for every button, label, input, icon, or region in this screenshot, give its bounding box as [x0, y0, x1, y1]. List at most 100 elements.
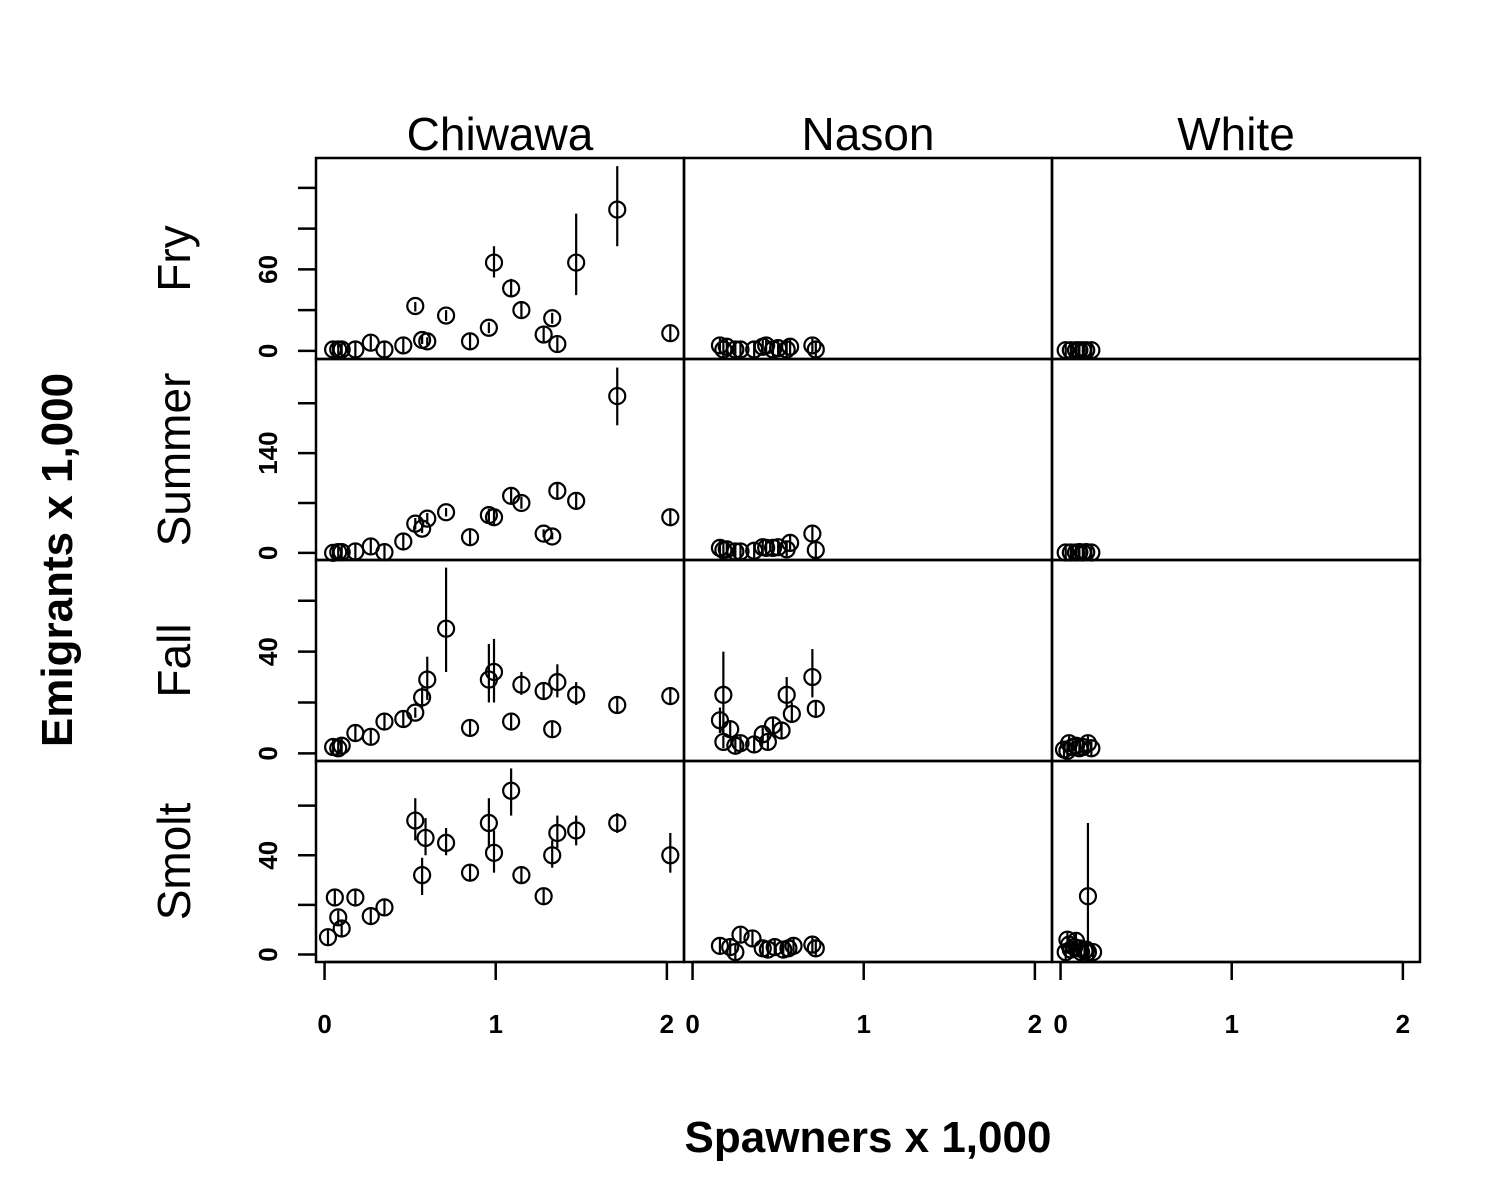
- data-point: [757, 538, 776, 557]
- data-point: [661, 508, 680, 527]
- y-tick-label: 0: [253, 344, 283, 358]
- data-point: [661, 846, 680, 865]
- data-point: [502, 781, 521, 800]
- data-point: [803, 935, 822, 954]
- data-point: [781, 337, 800, 356]
- row-label-summer: Summer: [148, 373, 200, 547]
- y-axis-fry: 0 60: [253, 186, 316, 358]
- data-point: [436, 833, 456, 852]
- data-point: [806, 540, 825, 560]
- panel-nason-fall: [710, 649, 825, 755]
- data-point: [512, 675, 531, 694]
- data-point: [803, 667, 822, 687]
- data-point: [777, 340, 796, 359]
- data-point: [436, 503, 456, 522]
- y-tick-label: 0: [253, 546, 283, 560]
- panel-frame: [682, 357, 1054, 562]
- panel-chiwawa-fall: [324, 567, 680, 758]
- data-point: [460, 718, 480, 738]
- x-tick-label: 0: [317, 1009, 331, 1039]
- data-point: [661, 687, 680, 706]
- data-point: [329, 908, 348, 927]
- panel-nason-smolt: [710, 925, 825, 962]
- data-point: [318, 928, 338, 947]
- data-point: [567, 491, 586, 510]
- data-point: [361, 906, 380, 926]
- frames-layer: [314, 156, 1422, 964]
- column-label-chiwawa: Chiwawa: [407, 108, 594, 160]
- data-point: [416, 828, 435, 848]
- data-point: [1078, 734, 1098, 753]
- y-tick-label: 0: [253, 746, 283, 760]
- x-tick-label: 2: [1028, 1009, 1042, 1039]
- y-tick-label: 60: [253, 255, 283, 284]
- panel-white-fall: [1054, 734, 1101, 760]
- data-point: [714, 685, 733, 704]
- data-point: [332, 736, 351, 755]
- panel-chiwawa-summer: [324, 367, 680, 562]
- data-point: [436, 306, 456, 325]
- data-point: [548, 823, 567, 843]
- data-point: [460, 528, 480, 547]
- data-point: [502, 279, 521, 298]
- data-point: [394, 336, 413, 355]
- data-point: [512, 493, 531, 513]
- y-tick-label: 40: [253, 841, 283, 870]
- x-tick-label: 0: [1053, 1009, 1067, 1039]
- data-point: [332, 919, 351, 938]
- data-point: [548, 673, 567, 692]
- row-label-fry: Fry: [148, 225, 200, 291]
- data-point: [661, 324, 680, 343]
- data-point: [714, 340, 733, 359]
- data-point: [512, 866, 531, 885]
- data-point: [784, 936, 803, 955]
- data-point: [484, 253, 504, 272]
- data-point: [479, 813, 498, 833]
- data-point: [710, 711, 730, 730]
- data-point: [329, 739, 348, 758]
- data-point: [608, 200, 627, 219]
- data-point: [1083, 942, 1103, 962]
- panel-frame: [682, 156, 1054, 361]
- panel-frame: [1050, 357, 1422, 562]
- panel-frame: [1050, 759, 1422, 964]
- data-point: [413, 866, 432, 885]
- data-point: [781, 533, 800, 552]
- data-point: [548, 334, 567, 354]
- panel-frame: [682, 759, 1054, 964]
- data-point: [543, 846, 562, 865]
- data-point: [731, 925, 750, 944]
- data-point: [484, 508, 504, 527]
- y-axis-summer: 0 140: [253, 401, 316, 560]
- y-tick-label: 140: [253, 431, 283, 474]
- data-point: [710, 936, 730, 955]
- data-point: [332, 340, 351, 359]
- data-point: [567, 253, 586, 272]
- data-point: [726, 340, 745, 359]
- data-point: [325, 888, 344, 907]
- data-point: [608, 695, 627, 715]
- x-tick-label: 1: [856, 1009, 870, 1039]
- data-point: [418, 509, 437, 528]
- x-axis-chiwawa: 0 1 2: [317, 960, 674, 1039]
- data-point: [758, 732, 777, 752]
- row-label-smolt: Smolt: [148, 802, 200, 920]
- x-tick-label: 1: [1224, 1009, 1238, 1039]
- y-axis-smolt: 0 40: [253, 804, 316, 962]
- y-tick-label: 40: [253, 637, 283, 666]
- data-point: [1082, 739, 1101, 758]
- data-point: [772, 721, 791, 740]
- data-point: [375, 340, 394, 359]
- y-axis-title: Emigrants x 1,000: [33, 373, 82, 747]
- data-point: [460, 332, 480, 351]
- data-point: [346, 888, 365, 907]
- x-axis-white: 0 1 2: [1053, 960, 1410, 1039]
- column-label-white: White: [1177, 108, 1295, 160]
- data-point: [346, 340, 365, 359]
- data-point: [484, 843, 504, 862]
- data-point: [782, 704, 801, 724]
- data-point: [361, 727, 380, 746]
- data-point: [479, 318, 498, 337]
- x-tick-label: 0: [685, 1009, 699, 1039]
- data-point: [534, 325, 553, 344]
